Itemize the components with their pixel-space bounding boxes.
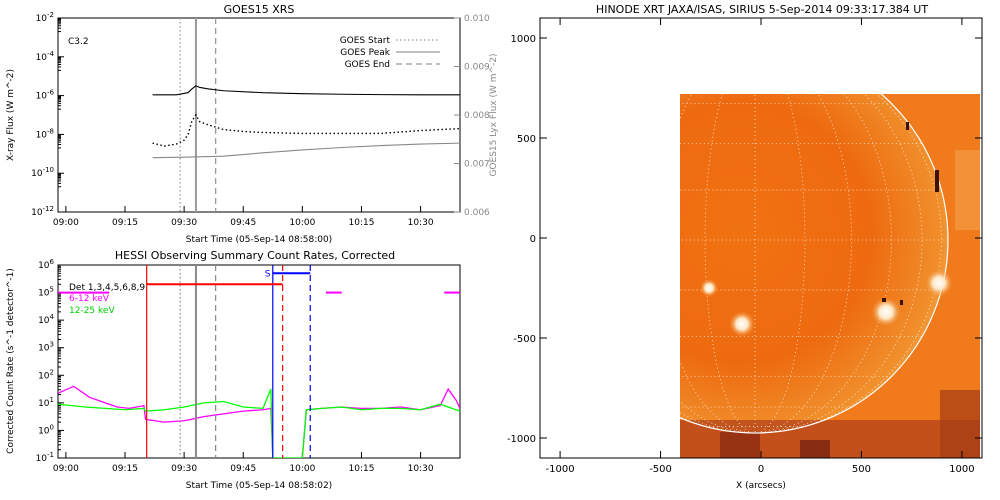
xrt-x-tick-label: 500: [852, 464, 871, 475]
goes-y-tick-label: 10-4: [36, 50, 55, 63]
xrt-x-tick-label: -500: [649, 464, 672, 475]
goes-x-axis: 09:00 09:15 09:30 09:45 10:00 10:15 10:30: [53, 206, 434, 228]
grid-longitude-line: [680, 400, 756, 434]
goes-y-tick-label: 10-6: [36, 89, 55, 102]
goes-plot-frame: [57, 17, 461, 213]
hessi-legend-6-12: 6-12 keV: [69, 294, 110, 304]
hessi-x-tick-label: 09:45: [230, 464, 256, 474]
goes-x-tick-label: 10:30: [408, 218, 434, 228]
hessi-y-tick-label: 100: [38, 423, 54, 436]
xrt-y-tick-label: -500: [513, 334, 536, 345]
hessi-count-rate-chart: HESSI Observing Summary Count Rates, Cor…: [6, 249, 461, 491]
grid-longitude-line: [754, 94, 923, 434]
hessi-x-tick-label: 10:15: [349, 464, 375, 474]
goes-series-1: [152, 113, 460, 147]
goes-y2-axis-label: GOES15 Lyx Flux (W m^-2): [489, 53, 499, 176]
xrt-y-tick-label: -1000: [507, 434, 536, 445]
goes-x-tick-label: 09:00: [53, 218, 79, 228]
goes-x-tick-label: 09:30: [171, 218, 197, 228]
goes-legend-label: GOES Peak: [340, 48, 390, 58]
hinode-xrt-image-panel: HINODE XRT JAXA/ISAS, SIRIUS 5-Sep-2014 …: [507, 3, 983, 491]
goes-series-group: [152, 85, 460, 159]
goes-y-tick-label: 10-2: [36, 11, 54, 24]
heliographic-grid: [680, 94, 948, 434]
hessi-x-tick-label: 09:00: [53, 464, 79, 474]
solar-limb: [680, 94, 949, 434]
hessi-detector-label: Det 1,3,4,5,6,8,9: [69, 283, 145, 293]
goes-x-tick-label: 09:15: [112, 218, 138, 228]
hessi-series-12-25-kev: [58, 388, 460, 458]
hessi-plot-frame: [57, 264, 461, 459]
goes-y2-tick-label: 0.006: [464, 208, 490, 218]
goes-y-tick-label: 10-8: [36, 127, 54, 140]
hessi-x-tick-label: 09:15: [112, 464, 138, 474]
goes-y-tick-label: 10-12: [31, 205, 54, 218]
goes-flare-class: C3.2: [68, 37, 89, 47]
goes-y2-tick-label: 0.010: [464, 14, 490, 24]
goes-y-axis-label: X-ray Flux (W m^-2): [6, 69, 16, 161]
goes-y2-axis: 0.010 0.009 0.008 0.007 0.006: [454, 14, 490, 218]
active-regions: [700, 122, 953, 337]
hessi-legend-12-25: 12-25 keV: [69, 306, 115, 316]
goes-y2-tick-label: 0.009: [464, 63, 490, 73]
goes-y-axis: 10-2 10-4 10-6 10-8 10-10 10-12: [31, 11, 64, 218]
goes-x-tick-label: 09:45: [230, 218, 256, 228]
goes-series-0: [152, 85, 460, 96]
hessi-series-6-12-kev: [58, 385, 460, 458]
hessi-x-tick-label: 10:30: [408, 464, 434, 474]
hessi-y-tick-label: 103: [38, 341, 54, 354]
goes-x-tick-label: 10:00: [289, 218, 315, 228]
goes-y2-tick-label: 0.007: [464, 160, 490, 170]
xrt-y-tick-label: 0: [530, 234, 536, 245]
xrt-x-tick-label: -1000: [546, 464, 575, 475]
hessi-y-tick-label: 106: [38, 258, 54, 271]
xrt-x-tick-label: 1000: [949, 464, 974, 475]
xrt-solar-image: [680, 94, 980, 458]
goes-series-2: [152, 142, 460, 159]
hessi-y-axis: 10-1 100 101 102 103 104 105 106: [36, 258, 64, 464]
xrt-x-tick-label: 0: [758, 464, 764, 475]
goes-time-markers: [179, 18, 217, 212]
hessi-time-markers: [146, 265, 311, 458]
goes-legend-label: GOES End: [345, 60, 390, 70]
xrt-x-axis-label: X (arcsecs): [736, 481, 786, 491]
hessi-x-tick-label: 10:00: [289, 464, 315, 474]
solar-disk: [680, 94, 948, 433]
goes-x-tick-label: 10:15: [349, 218, 375, 228]
goes-xrs-chart: GOES15 XRS C3.2 10-210-410-610-810-1010-…: [6, 3, 499, 245]
xrt-y-tick-label: 500: [517, 134, 536, 145]
hessi-y-tick-label: 102: [38, 368, 54, 381]
goes-legend: GOES Start GOES Peak GOES End: [340, 36, 440, 70]
hessi-y-tick-label: 105: [38, 286, 54, 299]
goes-x-axis-label: Start Time (05-Sep-14 08:58:00): [186, 235, 332, 245]
hessi-x-axis: 09:00 09:15 09:30 09:45 10:00 10:15 10:30: [53, 452, 434, 474]
goes-legend-label: GOES Start: [340, 36, 391, 46]
hessi-attenuator-bars: S: [58, 269, 460, 294]
goes-y-tick-label: 10-10: [31, 166, 54, 179]
goes-title: GOES15 XRS: [224, 3, 295, 16]
hessi-series-group: [58, 385, 460, 458]
grid-longitude-line: [754, 94, 892, 434]
hessi-state-bar-label: S: [265, 269, 271, 279]
off-disk-texture: [680, 150, 980, 458]
hessi-x-tick-label: 09:30: [171, 464, 197, 474]
hessi-y-axis-label: Corrected Count Rate (s^-1 detector^-1): [6, 268, 16, 454]
hessi-y-tick-label: 101: [38, 396, 54, 409]
hessi-title: HESSI Observing Summary Count Rates, Cor…: [115, 249, 395, 262]
xrt-y-tick-label: 1000: [511, 34, 536, 45]
xrt-title: HINODE XRT JAXA/ISAS, SIRIUS 5-Sep-2014 …: [596, 3, 928, 16]
hessi-y-tick-label: 10-1: [36, 451, 54, 464]
goes-y2-tick-label: 0.008: [464, 111, 490, 121]
hessi-y-tick-label: 104: [38, 313, 54, 326]
hessi-x-axis-label: Start Time (05-Sep-14 08:58:02): [186, 481, 332, 491]
xrt-axes: -1000 -500 0 500 1000 1000 500 0 -500 -1000: [507, 18, 982, 475]
